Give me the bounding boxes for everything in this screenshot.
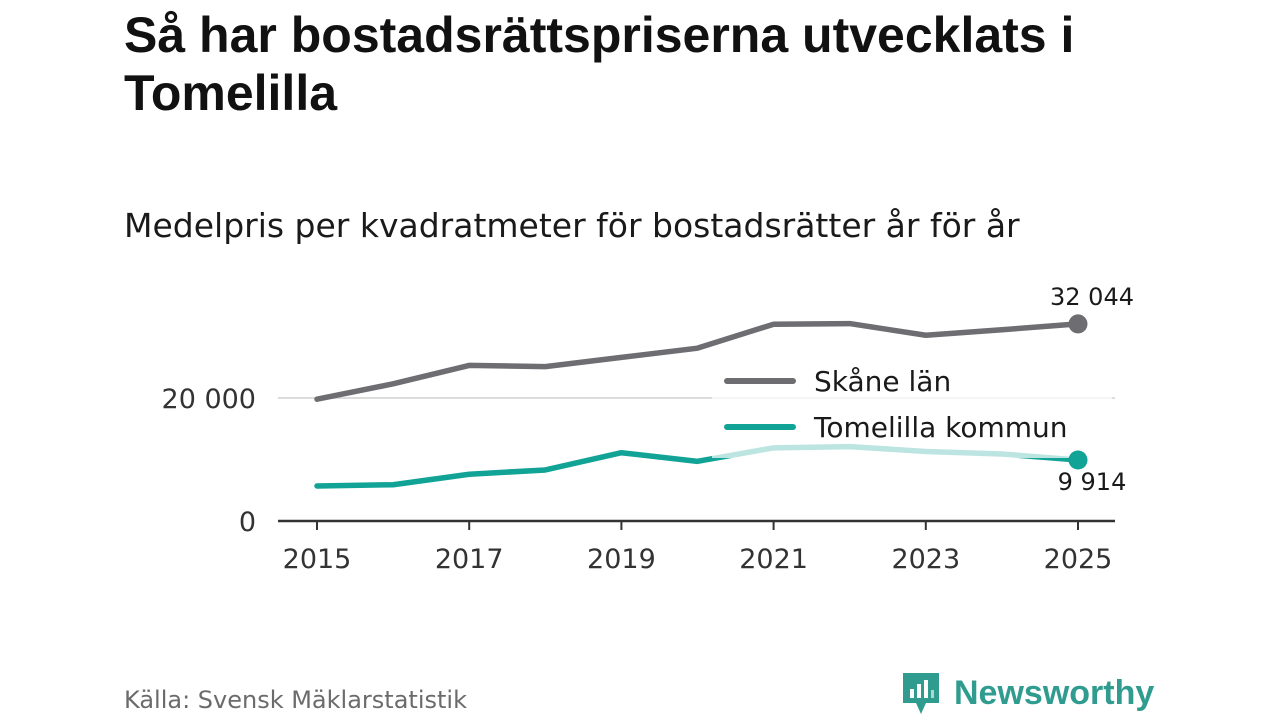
source-note: Källa: Svensk Mäklarstatistik: [124, 686, 467, 714]
end-point-marker: [1068, 314, 1088, 334]
x-tick-label: 2017: [435, 544, 504, 575]
legend-label: Skåne län: [814, 365, 951, 398]
x-tick-label: 2019: [587, 544, 656, 575]
series-line-skane: [314, 320, 1081, 402]
legend-label: Tomelilla kommun: [813, 411, 1068, 444]
y-tick-label: 0: [239, 507, 256, 538]
end-value-label: 32 044: [1050, 283, 1134, 311]
brand-name: Newsworthy: [954, 673, 1155, 712]
x-tick-label: 2023: [891, 544, 960, 575]
legend-background: [712, 360, 1112, 458]
end-value-label: 9 914: [1058, 468, 1127, 496]
x-tick-label: 2015: [283, 544, 352, 575]
bar-chart-icon: [903, 673, 939, 714]
chart-subtitle: Medelpris per kvadratmeter för bostadsrä…: [124, 206, 1020, 245]
x-tick-label: 2021: [739, 544, 808, 575]
end-point-marker: [1068, 450, 1088, 470]
chart-title: Så har bostadsrättspriserna utvecklats i…: [124, 7, 1075, 121]
newsworthy-logo: Newsworthy: [900, 670, 1154, 716]
x-tick-label: 2025: [1044, 544, 1113, 575]
y-tick-label: 20 000: [162, 384, 256, 415]
